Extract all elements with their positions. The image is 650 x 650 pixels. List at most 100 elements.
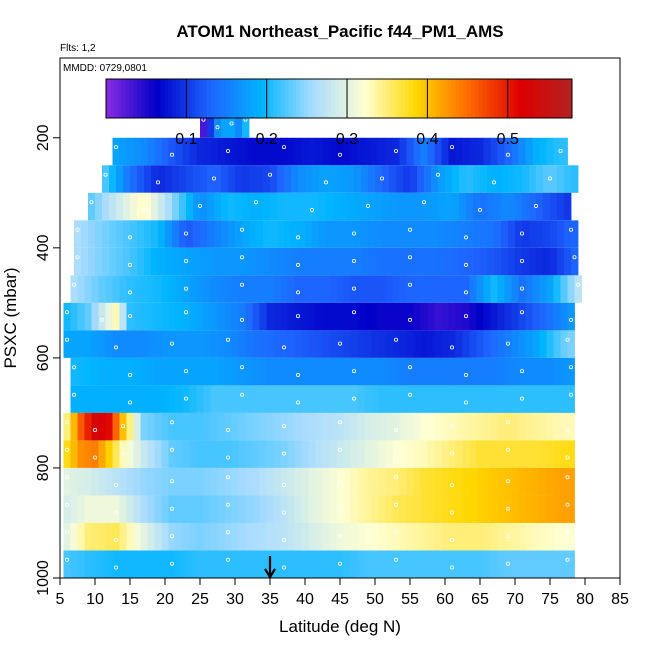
heatmap-cell: [343, 357, 351, 386]
heatmap-cell: [497, 467, 505, 496]
heatmap-cell: [364, 275, 372, 303]
heatmap-cell: [161, 357, 169, 386]
heatmap-cell: [504, 550, 512, 578]
heatmap-cell: [364, 467, 372, 496]
heatmap-cell: [196, 330, 204, 358]
heatmap-cell: [175, 302, 183, 331]
heatmap-cell: [294, 330, 302, 358]
heatmap-cell: [116, 165, 124, 193]
heatmap-cell: [200, 110, 208, 138]
y-tick-label: 1000: [35, 560, 52, 596]
heatmap-cell: [63, 467, 71, 496]
heatmap-cell: [210, 137, 218, 166]
heatmap-cell: [84, 275, 92, 303]
heatmap-cell: [536, 165, 544, 193]
heatmap-cell: [217, 275, 225, 303]
heatmap-cell: [144, 247, 152, 276]
heatmap-cell: [298, 220, 306, 248]
colorbar-tick-label: 0.4: [416, 131, 438, 148]
heatmap-cell: [119, 302, 127, 331]
heatmap-cell: [476, 302, 484, 331]
heatmap-cell: [518, 137, 526, 166]
heatmap-cell: [560, 357, 568, 386]
heatmap-cell: [63, 495, 71, 523]
heatmap-cell: [459, 220, 467, 248]
obs-point: [407, 317, 412, 322]
heatmap-cell: [322, 495, 330, 523]
heatmap-cell: [266, 495, 274, 523]
heatmap-cell: [364, 330, 372, 358]
heatmap-cell: [473, 220, 481, 248]
heatmap-cell: [182, 495, 190, 523]
heatmap-cell: [539, 302, 547, 331]
colorbar-segment: [354, 79, 359, 118]
heatmap-cell: [133, 412, 141, 441]
obs-point: [337, 152, 342, 157]
heatmap-cell: [476, 467, 484, 496]
heatmap-cell: [266, 412, 274, 441]
heatmap-cell: [175, 522, 183, 551]
heatmap-cell: [434, 550, 442, 578]
heatmap-cell: [476, 275, 484, 303]
heatmap-cell: [434, 275, 442, 303]
heatmap-cell: [357, 137, 365, 166]
heatmap-cell: [231, 550, 239, 578]
heatmap-cell: [385, 440, 393, 468]
obs-point: [65, 475, 70, 480]
heatmap-cell: [81, 247, 89, 276]
heatmap-cell: [245, 330, 253, 358]
heatmap-cell: [182, 412, 190, 441]
colorbar-segment: [218, 79, 223, 118]
colorbar-segment: [416, 79, 422, 118]
heatmap-cell: [231, 137, 239, 166]
heatmap-cell: [459, 247, 467, 276]
heatmap-cell: [259, 495, 267, 523]
heatmap-cell: [179, 165, 187, 193]
heatmap-cell: [424, 220, 432, 248]
heatmap-cell: [242, 110, 250, 138]
obs-point: [393, 148, 398, 153]
heatmap-cell: [434, 522, 442, 551]
heatmap-cell: [207, 110, 215, 138]
heatmap-cell: [203, 385, 211, 413]
heatmap-cell: [448, 495, 456, 523]
heatmap-cell: [497, 385, 505, 413]
heatmap-cell: [77, 412, 85, 441]
heatmap-cell: [175, 495, 183, 523]
heatmap-cell: [144, 192, 152, 221]
heatmap-cell: [161, 440, 169, 468]
heatmap-cell: [266, 385, 274, 413]
heatmap-cell: [277, 247, 285, 276]
heatmap-cell: [536, 247, 544, 276]
colorbar-segment: [556, 79, 561, 118]
heatmap-cell: [207, 220, 215, 248]
heatmap-cell: [497, 275, 505, 303]
obs-point: [225, 557, 230, 562]
heatmap-cell: [196, 495, 204, 523]
heatmap-cell: [406, 275, 414, 303]
heatmap-cell: [553, 440, 561, 468]
heatmap-cell: [504, 467, 512, 496]
heatmap-cell: [494, 192, 502, 221]
heatmap-cell: [119, 467, 127, 496]
heatmap-cell: [508, 220, 516, 248]
heatmap-cell: [539, 550, 547, 578]
heatmap-cell: [452, 220, 460, 248]
heatmap-cell: [203, 137, 211, 166]
heatmap-cell: [511, 412, 519, 441]
heatmap-cell: [532, 440, 540, 468]
colorbar-ticks: 0.1 0.2 0.3 0.4 0.5: [175, 79, 519, 148]
heatmap-cell: [539, 330, 547, 358]
heatmap-cell: [557, 247, 565, 276]
heatmap-cell: [385, 357, 393, 386]
heatmap-cell: [448, 302, 456, 331]
heatmap-cell: [483, 302, 491, 331]
heatmap-cell: [329, 275, 337, 303]
obs-point: [183, 310, 188, 315]
heatmap-cell: [508, 165, 516, 193]
obs-point: [407, 282, 412, 287]
heatmap-cell: [119, 440, 127, 468]
heatmap-cell: [294, 275, 302, 303]
heatmap-cell: [231, 522, 239, 551]
x-tick-label: 30: [226, 591, 244, 608]
